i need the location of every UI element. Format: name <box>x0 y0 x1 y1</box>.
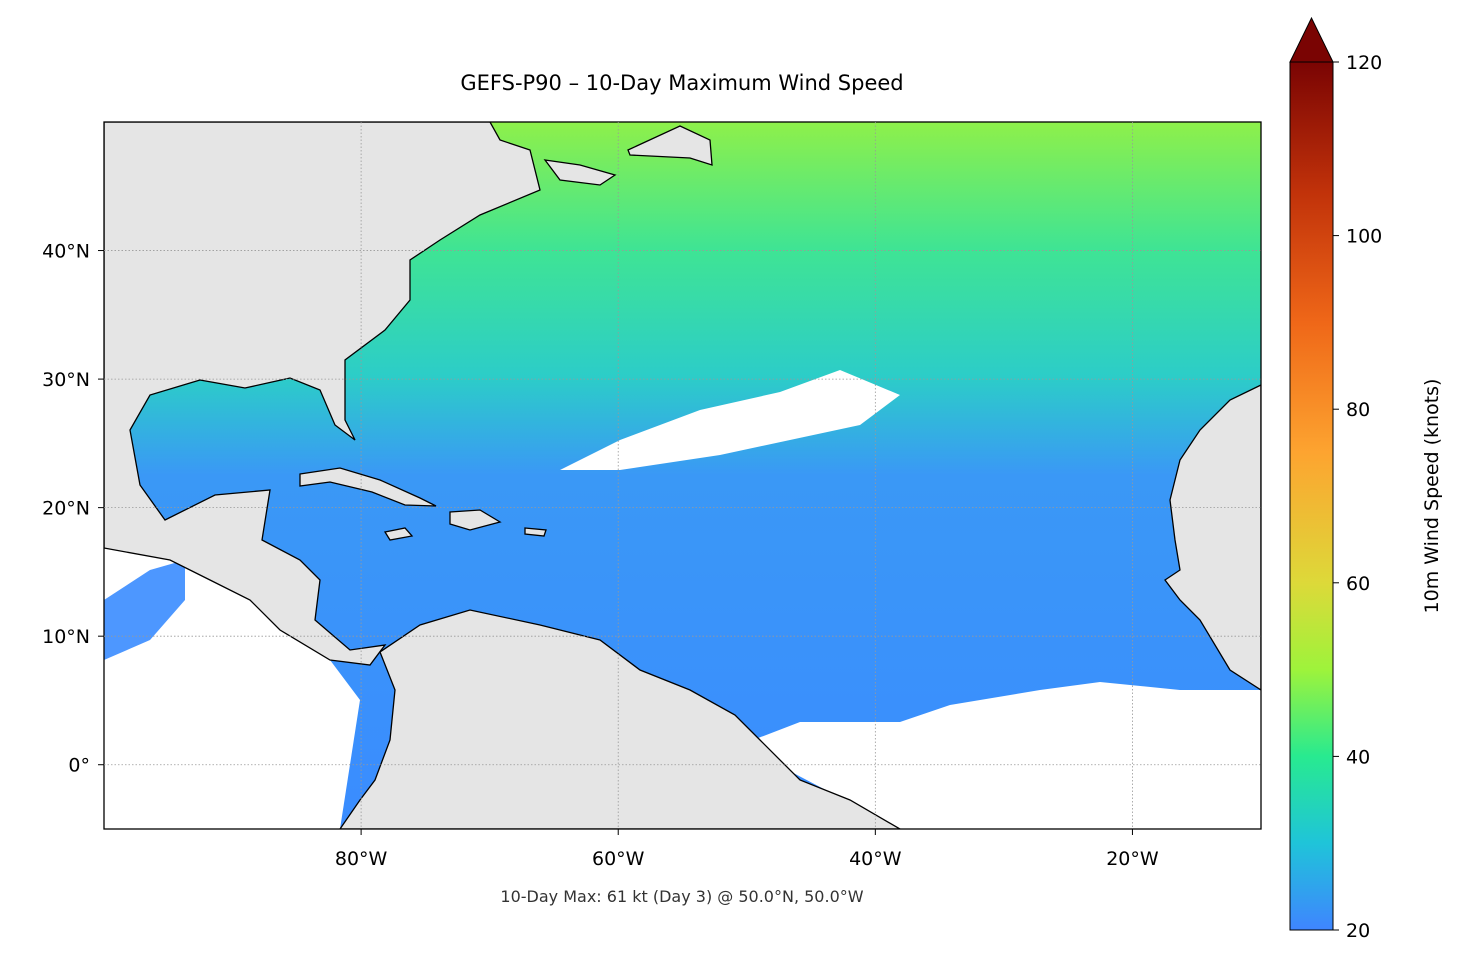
y-tick-label: 20°N <box>42 498 90 520</box>
land <box>627 125 713 166</box>
colorbar-tick-label: 40 <box>1346 746 1370 768</box>
colorbar-label: 10m Wind Speed (knots) <box>1421 379 1443 614</box>
land <box>339 609 902 829</box>
land <box>449 509 502 531</box>
colorbar <box>1289 61 1334 931</box>
y-tick-label: 0° <box>68 755 90 777</box>
land <box>543 159 617 186</box>
x-tick-label: 80°W <box>335 848 388 870</box>
colorbar-tick-label: 100 <box>1346 226 1382 248</box>
no-data <box>560 370 900 470</box>
land <box>383 527 414 541</box>
map-frame <box>103 121 1262 830</box>
y-tick-label: 30°N <box>42 369 90 391</box>
map-area <box>104 122 1261 829</box>
land <box>1164 384 1261 691</box>
land <box>104 122 541 666</box>
colorbar-tick-label: 80 <box>1346 399 1370 421</box>
x-tick-label: 20°W <box>1106 848 1159 870</box>
colorbar-tick-label: 120 <box>1346 52 1382 74</box>
colorbar-extend <box>1289 16 1334 63</box>
wind-patch <box>104 560 185 660</box>
x-tick-label: 40°W <box>849 848 902 870</box>
y-tick-label: 10°N <box>42 626 90 648</box>
no-data <box>740 682 1261 829</box>
x-tick-label: 60°W <box>592 848 645 870</box>
y-tick-label: 40°N <box>42 241 90 263</box>
map-title: GEFS-P90 – 10-Day Maximum Wind Speed <box>460 71 903 95</box>
colorbar-tick-label: 20 <box>1346 920 1370 942</box>
land <box>524 527 547 537</box>
colorbar-tick-label: 60 <box>1346 573 1370 595</box>
land <box>299 467 437 507</box>
annotation: 10-Day Max: 61 kt (Day 3) @ 50.0°N, 50.0… <box>500 887 863 906</box>
